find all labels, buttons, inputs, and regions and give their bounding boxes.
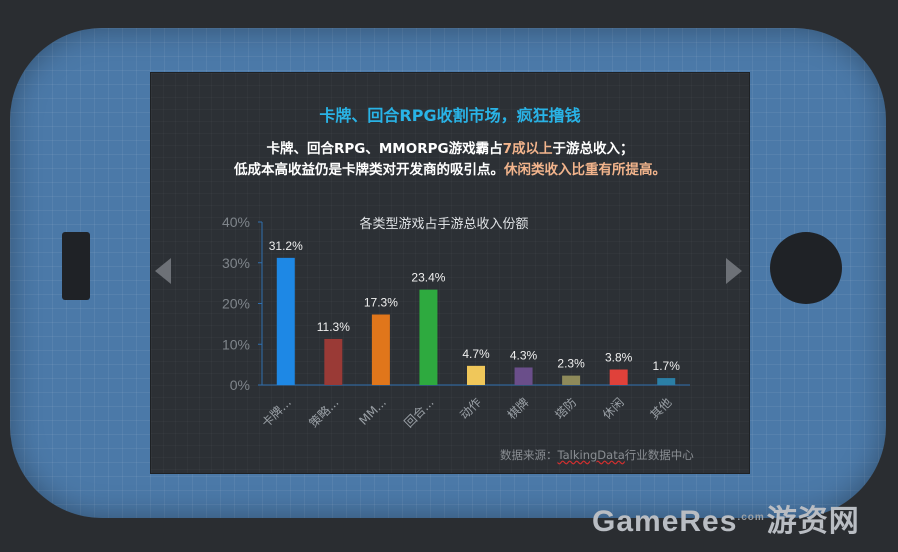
bar[interactable] [419, 289, 438, 385]
x-tick-label: 棋牌 [505, 395, 532, 422]
x-tick-label: 动作 [457, 395, 484, 422]
phone-screen [150, 72, 750, 474]
bar[interactable] [609, 369, 628, 385]
x-tick-label: 回合... [401, 395, 437, 431]
bars [276, 257, 676, 385]
slide-subtitle-line1: 卡牌、回合RPG、MMORPG游戏霸占7成以上于游总收入； [266, 141, 634, 157]
y-tick-label: 40% [222, 214, 250, 230]
slide-headline: 卡牌、回合RPG收割市场，疯狂撸钱 [319, 106, 581, 125]
y-tick-label: 30% [222, 255, 250, 271]
y-tick-label: 20% [222, 296, 250, 312]
value-label: 11.3% [317, 320, 350, 334]
y-tick-label: 0% [230, 377, 250, 393]
x-tick-label: 其他 [647, 395, 674, 422]
value-label: 31.2% [269, 239, 303, 253]
bar[interactable] [276, 257, 295, 385]
x-tick-label: 休闲 [600, 395, 627, 422]
phone-speaker [62, 232, 90, 300]
value-label: 4.3% [510, 348, 538, 362]
home-button[interactable] [770, 232, 842, 304]
subtitle-highlight-2: 休闲类收入比重有所提高。 [504, 162, 666, 178]
value-label: 1.7% [653, 359, 681, 373]
y-axis: 0% 10% 20% 30% 40% [222, 214, 690, 393]
x-axis-labels: 卡牌... 策略... MM... 回合... 动作 棋牌 塔防 休闲 其他 [259, 395, 674, 431]
x-tick-label: 卡牌... [259, 395, 294, 430]
previous-arrow-icon[interactable] [155, 258, 171, 284]
x-tick-label: MM... [356, 395, 389, 428]
chart-title: 各类型游戏占手游总收入份额 [359, 216, 528, 232]
x-tick-label: 塔防 [552, 395, 580, 423]
x-tick-label: 策略... [306, 395, 342, 431]
bar[interactable] [467, 365, 485, 385]
value-label: 3.8% [605, 351, 633, 365]
source-name: TalkingData [557, 448, 625, 462]
y-tick-label: 10% [222, 336, 250, 352]
data-source: 数据来源：TalkingData行业数据中心 [500, 448, 694, 462]
gameres-watermark: GameRes.com游资网 [592, 505, 860, 538]
value-label: 23.4% [411, 271, 445, 285]
bar[interactable] [371, 314, 390, 385]
value-labels: 31.2% 11.3% 17.3% 23.4% 4.7% 4.3% 2.3% 3.8% 1.7% [269, 239, 680, 373]
value-label: 17.3% [364, 296, 398, 310]
bar[interactable] [657, 378, 676, 385]
bar[interactable] [562, 375, 581, 385]
next-arrow-icon[interactable] [726, 258, 742, 284]
bar[interactable] [324, 338, 343, 385]
value-label: 4.7% [462, 347, 490, 361]
slide-subtitle-line2: 低成本高收益仍是卡牌类对开发商的吸引点。休闲类收入比重有所提高。 [234, 162, 666, 178]
bar[interactable] [514, 367, 533, 385]
value-label: 2.3% [557, 357, 585, 371]
subtitle-highlight-1: 7成以上 [502, 141, 553, 157]
